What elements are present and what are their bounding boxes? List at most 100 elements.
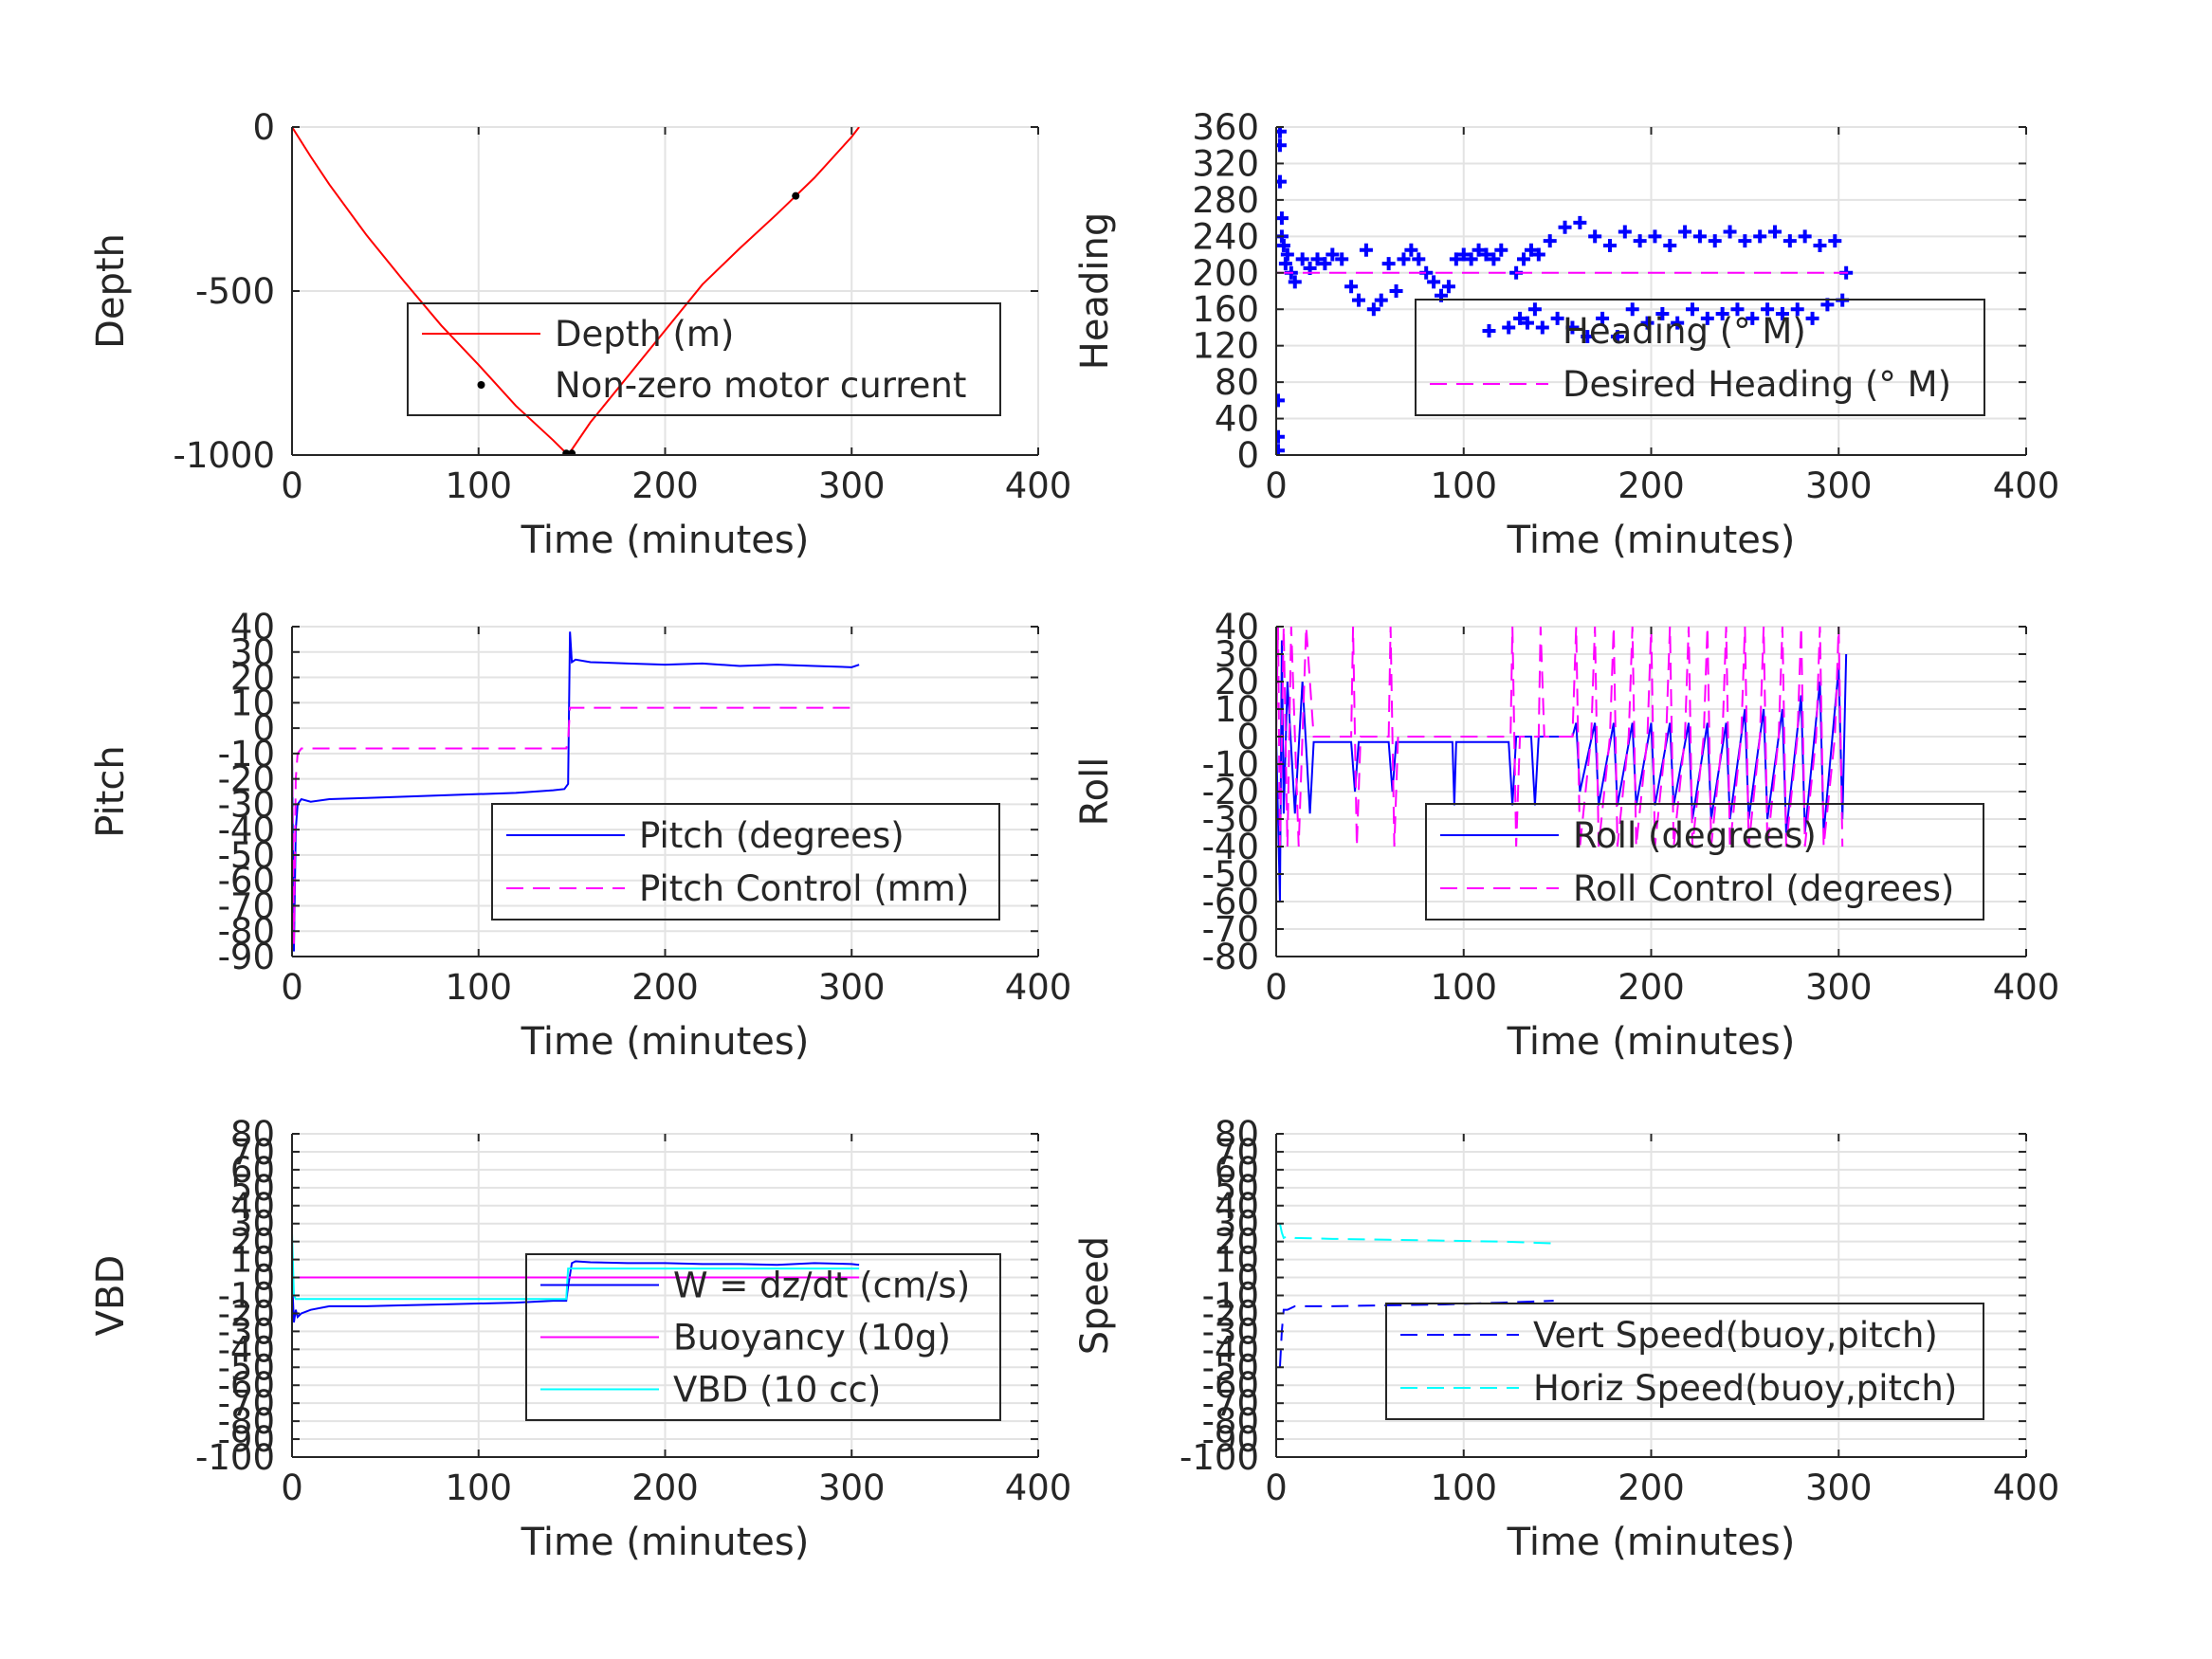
- data-point: [1692, 229, 1707, 244]
- data-point: [1610, 330, 1624, 344]
- x-axis-label: Time (minutes): [521, 1020, 810, 1064]
- data-point: [1761, 302, 1775, 317]
- data-point: [1633, 234, 1647, 248]
- y-tick-label: 70: [1215, 1132, 1259, 1173]
- data-point: [1723, 225, 1737, 239]
- data-point: [1798, 229, 1812, 244]
- y-tick-label: 360: [1192, 107, 1259, 148]
- legend: Depth (m) Non-zero motor current: [407, 302, 1001, 416]
- series-line-1: [292, 631, 860, 952]
- data-point: [1276, 429, 1285, 444]
- y-tick-label: 280: [1192, 180, 1259, 221]
- y-axis-label: Roll: [1073, 757, 1117, 827]
- data-point: [1276, 393, 1285, 408]
- subplot-4: 0 100 200 300 400-80-70-60-50-40-30-20-10010…: [1073, 607, 2059, 1064]
- y-tick-label: -100: [195, 1437, 275, 1478]
- data-point: [1655, 307, 1670, 321]
- y-tick-label: -1000: [173, 435, 275, 476]
- y-axis-label: Pitch: [89, 745, 133, 837]
- y-tick-label: 10: [230, 683, 275, 723]
- data-point: [1618, 225, 1632, 239]
- y-tick-label: 200: [1192, 253, 1259, 294]
- y-axis-label: VBD: [89, 1255, 133, 1337]
- y-tick-label: 30: [1215, 1204, 1259, 1245]
- data-point: [1502, 320, 1516, 335]
- data-point: [1805, 311, 1819, 325]
- y-tick-label: 60: [1215, 1150, 1259, 1191]
- y-tick-label: -50: [1202, 854, 1259, 895]
- axes: [1275, 626, 2027, 957]
- y-tick-label: 0: [1236, 435, 1259, 476]
- y-tick-label: -20: [218, 759, 275, 800]
- grid: [291, 126, 1039, 456]
- grid: [1275, 1133, 2027, 1458]
- data-point: [1479, 247, 1493, 262]
- data-point: [1790, 302, 1804, 317]
- x-tick-label: 200: [1618, 465, 1685, 506]
- y-tick-label: 80: [1215, 1114, 1259, 1155]
- x-tick-label: 200: [631, 465, 699, 506]
- legend-box: [1385, 1303, 1984, 1420]
- x-tick-label: 300: [818, 465, 886, 506]
- y-tick-label: -60: [218, 1365, 275, 1406]
- y-tick-label: -40: [218, 1329, 275, 1370]
- y-tick-label: 0: [252, 708, 275, 749]
- y-tick-label: -70: [218, 885, 275, 926]
- legend-label: Roll (degrees): [1573, 815, 1817, 856]
- data-point: [1565, 320, 1580, 335]
- legend-label: Heading (° M): [1563, 311, 1806, 352]
- y-tick-label: -20: [218, 1293, 275, 1334]
- y-tick-label: -60: [1202, 1365, 1259, 1406]
- data-point: [1573, 215, 1587, 229]
- legend-label: Horiz Speed(buoy,pitch): [1533, 1368, 1957, 1409]
- y-tick-label: -90: [1202, 1419, 1259, 1460]
- data-point: [1352, 293, 1366, 307]
- y-tick-label: -30: [1202, 799, 1259, 840]
- legend: W = dz/dt (cm/s) Buoyancy (10g) VBD (10 cc…: [525, 1253, 1001, 1421]
- data-point: [1427, 275, 1441, 289]
- x-tick-label: 100: [1430, 465, 1497, 506]
- data-point: [1374, 293, 1388, 307]
- legend-label: Roll Control (degrees): [1573, 868, 1954, 909]
- x-tick-label: 0: [281, 1468, 303, 1508]
- data-point: [1524, 243, 1538, 257]
- legend-box: [1425, 803, 1984, 921]
- x-tick-label: 0: [1265, 967, 1288, 1008]
- y-tick-label: 30: [1215, 634, 1259, 675]
- y-tick-label: -40: [1202, 1329, 1259, 1370]
- legend-label: Pitch (degrees): [639, 815, 905, 856]
- y-tick-label: 50: [1215, 1168, 1259, 1209]
- subplot-2: 0 100 200 300 40004080120160200240280320360T…: [1073, 107, 2059, 562]
- series-line-1: [292, 1260, 860, 1323]
- x-tick-label: 400: [1005, 967, 1072, 1008]
- data-point: [1753, 229, 1767, 244]
- y-tick-label: -10: [218, 734, 275, 775]
- x-tick-label: 400: [1993, 465, 2060, 506]
- data-point: [1517, 252, 1531, 266]
- x-tick-label: 300: [1805, 967, 1873, 1008]
- y-axis-label: Depth: [89, 233, 133, 349]
- x-tick-label: 0: [281, 465, 303, 506]
- subplot-5: 0 100 200 300 400-100-90-80-70-60-50-40-30-2…: [89, 1114, 1071, 1564]
- legend-label: Vert Speed(buoy,pitch): [1533, 1315, 1938, 1356]
- y-tick-label: -100: [1179, 1437, 1259, 1478]
- x-tick-label: 200: [631, 967, 699, 1008]
- y-tick-label: 40: [230, 607, 275, 647]
- y-tick-label: -30: [218, 1311, 275, 1352]
- data-point: [1828, 234, 1842, 248]
- data-point: [1404, 243, 1418, 257]
- data-point: [1648, 229, 1662, 244]
- y-tick-label: -80: [218, 911, 275, 952]
- x-tick-label: 400: [1993, 967, 2060, 1008]
- data-point: [792, 191, 800, 200]
- grid: [1275, 126, 2027, 456]
- y-tick-label: 40: [1215, 607, 1259, 647]
- data-point: [1700, 311, 1714, 325]
- legend-box: [407, 302, 1001, 416]
- y-tick-label: -70: [1202, 909, 1259, 950]
- legend-label: Non-zero motor current: [555, 365, 966, 406]
- data-point: [1276, 238, 1290, 252]
- data-point: [1531, 247, 1545, 262]
- y-tick-label: 160: [1192, 289, 1259, 330]
- x-tick-label: 300: [1805, 465, 1873, 506]
